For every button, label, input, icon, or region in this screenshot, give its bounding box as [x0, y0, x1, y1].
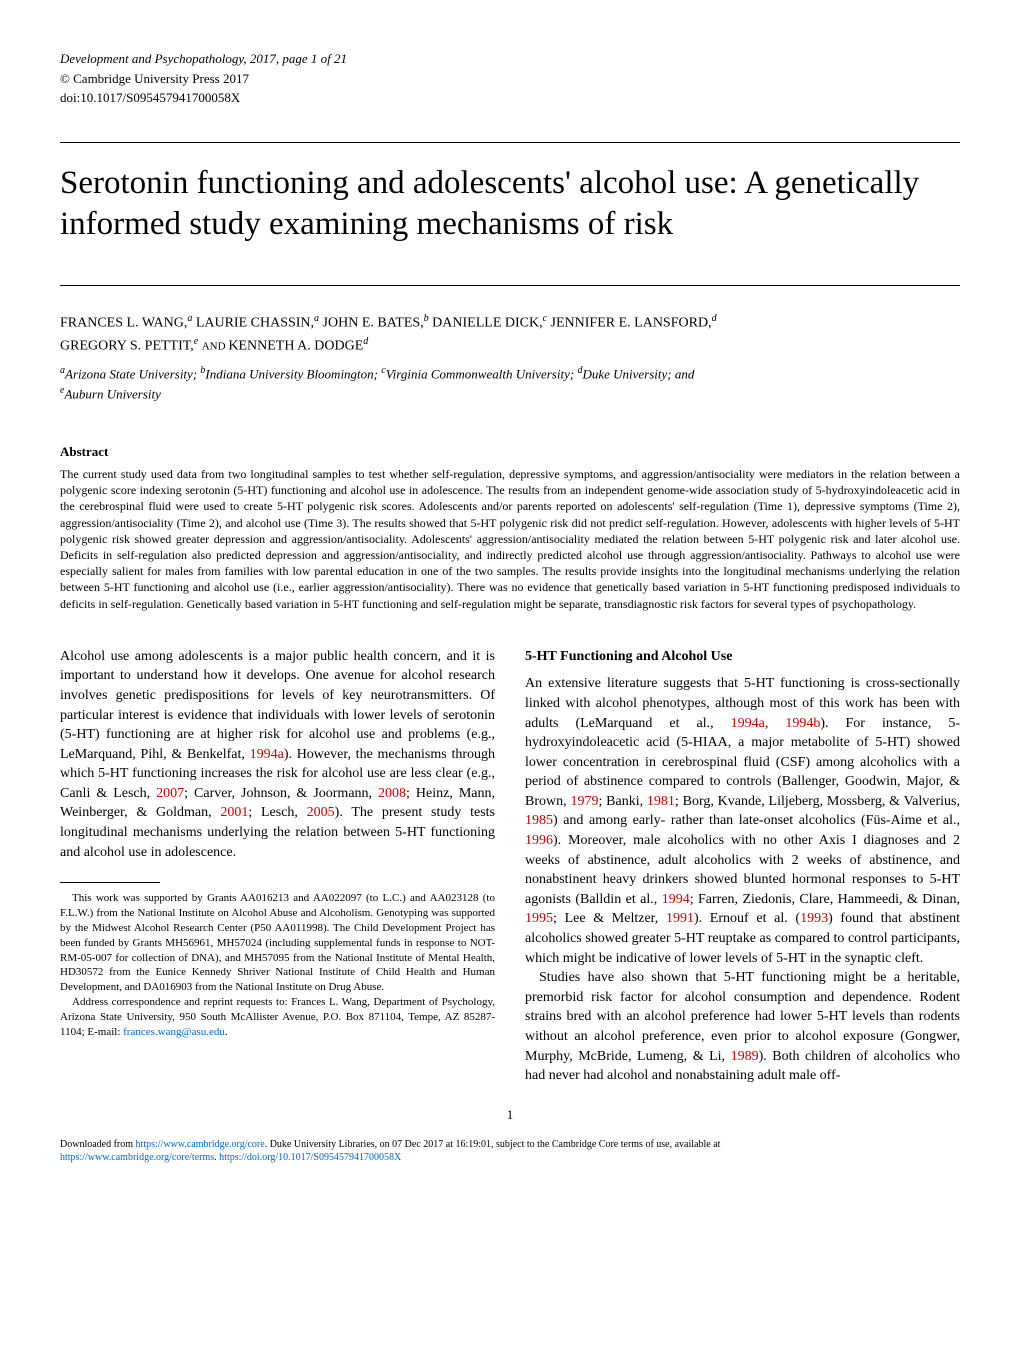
- citation-year: 1996: [525, 833, 553, 848]
- author-name: DANIELLE DICK,: [432, 316, 542, 331]
- affil-sup: b: [424, 313, 429, 324]
- body-text: ; Carver, Johnson, & Joormann,: [184, 786, 378, 801]
- affil-sup: a: [187, 313, 192, 324]
- affil-text: Duke University; and: [582, 367, 694, 382]
- copyright: © Cambridge University Press 2017: [60, 70, 960, 88]
- body-paragraph: An extensive literature suggests that 5-…: [525, 674, 960, 968]
- abstract-text: The current study used data from two lon…: [60, 466, 960, 612]
- rule-top: [60, 142, 960, 143]
- author-name: KENNETH A. DODGE: [228, 338, 363, 353]
- affiliations: aArizona State University; bIndiana Univ…: [60, 364, 960, 403]
- footer-text: . Duke University Libraries, on 07 Dec 2…: [265, 1139, 721, 1150]
- right-column: 5-HT Functioning and Alcohol Use An exte…: [525, 647, 960, 1086]
- affil-sup: d: [712, 313, 717, 324]
- citation-year: 1993: [800, 911, 828, 926]
- author-name: FRANCES L. WANG,: [60, 316, 187, 331]
- affil-text: Virginia Commonwealth University;: [386, 367, 578, 382]
- page-number: 1: [60, 1106, 960, 1124]
- footer-link[interactable]: https://www.cambridge.org/core/terms: [60, 1152, 214, 1163]
- footer: Downloaded from https://www.cambridge.or…: [60, 1138, 960, 1164]
- affil-text: Arizona State University;: [65, 367, 200, 382]
- footer-text: Downloaded from: [60, 1139, 136, 1150]
- citation-year: 2008: [378, 786, 406, 801]
- citation-year: 2001: [220, 805, 248, 820]
- citation-year: 1989: [731, 1049, 759, 1064]
- footnote-rule: [60, 882, 160, 883]
- citation-year: 1994b: [785, 716, 820, 731]
- and-text: AND: [202, 340, 229, 352]
- journal-meta: Development and Psychopathology, 2017, p…: [60, 50, 960, 68]
- left-column: Alcohol use among adolescents is a major…: [60, 647, 495, 1086]
- citation-year: 1994: [662, 892, 690, 907]
- author-name: GREGORY S. PETTIT,: [60, 338, 194, 353]
- body-text: ; Lee & Meltzer,: [553, 911, 666, 926]
- citation-year: 1981: [647, 794, 675, 809]
- two-column-layout: Alcohol use among adolescents is a major…: [60, 647, 960, 1086]
- citation-year: 1985: [525, 813, 553, 828]
- affil-sup: e: [194, 336, 198, 347]
- footer-link[interactable]: https://www.cambridge.org/core: [136, 1139, 265, 1150]
- affil-text: Indiana University Bloomington;: [205, 367, 381, 382]
- affil-sup: a: [314, 313, 319, 324]
- citation-year: 1991: [666, 911, 694, 926]
- affil-text: Auburn University: [64, 386, 160, 401]
- citation-year: 2005: [307, 805, 335, 820]
- footnote-block: This work was supported by Grants AA0162…: [60, 891, 495, 1039]
- abstract-label: Abstract: [60, 443, 960, 461]
- citation-year: 1995: [525, 911, 553, 926]
- body-text: ). Ernouf et al. (: [694, 911, 800, 926]
- body-text: ; Farren, Ziedonis, Clare, Hammeedi, & D…: [690, 892, 960, 907]
- footnote-text: Address correspondence and reprint reque…: [60, 995, 495, 1040]
- body-text: ; Banki,: [598, 794, 646, 809]
- body-text: ; Borg, Kvande, Liljeberg, Mossberg, & V…: [675, 794, 960, 809]
- author-name: JOHN E. BATES,: [323, 316, 424, 331]
- footnote-text: This work was supported by Grants AA0162…: [60, 891, 495, 995]
- citation-year: 1994a: [250, 747, 284, 762]
- author-name: JENNIFER E. LANSFORD,: [551, 316, 712, 331]
- footnote-text: .: [225, 1026, 228, 1038]
- article-title: Serotonin functioning and adolescents' a…: [60, 163, 960, 246]
- citation-year: 2007: [156, 786, 184, 801]
- body-text: ,: [765, 716, 786, 731]
- doi: doi:10.1017/S095457941700058X: [60, 89, 960, 107]
- author-name: LAURIE CHASSIN,: [196, 316, 314, 331]
- section-heading: 5-HT Functioning and Alcohol Use: [525, 647, 960, 667]
- citation-year: 1979: [570, 794, 598, 809]
- citation-year: 1994a: [731, 716, 765, 731]
- email-link[interactable]: frances.wang@asu.edu: [123, 1026, 225, 1038]
- body-text: Alcohol use among adolescents is a major…: [60, 649, 495, 762]
- affil-sup: d: [363, 336, 368, 347]
- rule-bottom: [60, 285, 960, 286]
- body-text: ) and among early- rather than late-onse…: [553, 813, 960, 828]
- affil-sup: c: [543, 313, 547, 324]
- body-paragraph: Studies have also shown that 5-HT functi…: [525, 968, 960, 1086]
- body-text: ; Lesch,: [248, 805, 306, 820]
- body-paragraph: Alcohol use among adolescents is a major…: [60, 647, 495, 863]
- footer-link[interactable]: https://doi.org/10.1017/S095457941700058…: [219, 1152, 401, 1163]
- authors: FRANCES L. WANG,a LAURIE CHASSIN,a JOHN …: [60, 311, 960, 356]
